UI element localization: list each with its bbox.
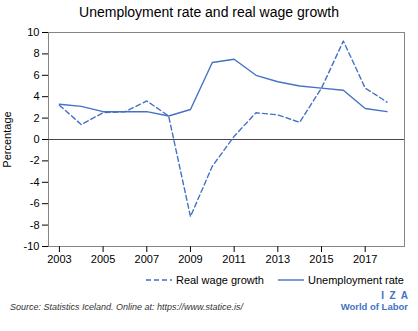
svg-text:2017: 2017 [353,253,377,265]
svg-text:4: 4 [33,90,39,102]
svg-text:-6: -6 [30,197,40,209]
svg-text:2011: 2011 [222,253,246,265]
svg-text:2007: 2007 [135,253,159,265]
svg-text:8: 8 [33,47,39,59]
svg-text:2013: 2013 [266,253,290,265]
svg-text:-10: -10 [24,240,40,252]
svg-text:-8: -8 [30,219,40,231]
html-text:Unemployment rate: Unemployment rate [308,274,404,286]
svg-text:Percentage: Percentage [1,111,13,167]
html-text:Source: Statistics Iceland. On: Source: Statistics Iceland. Online at: h… [10,302,244,313]
html-text:Real wage growth: Real wage growth [175,274,264,286]
html-text:I Z A: I Z A [381,290,408,301]
svg-text:2003: 2003 [47,253,71,265]
svg-text:0: 0 [33,133,39,145]
svg-text:2: 2 [33,112,39,124]
svg-text:2005: 2005 [91,253,115,265]
html-text:World of Labor: World of Labor [340,300,408,312]
svg-text:2009: 2009 [178,253,202,265]
html-text:Unemployment rate and real wag: Unemployment rate and real wage growth [79,4,339,20]
svg-text:6: 6 [33,69,39,81]
svg-text:-2: -2 [30,154,40,166]
svg-text:-4: -4 [30,176,40,188]
svg-text:2015: 2015 [309,253,333,265]
svg-text:10: 10 [27,26,39,38]
